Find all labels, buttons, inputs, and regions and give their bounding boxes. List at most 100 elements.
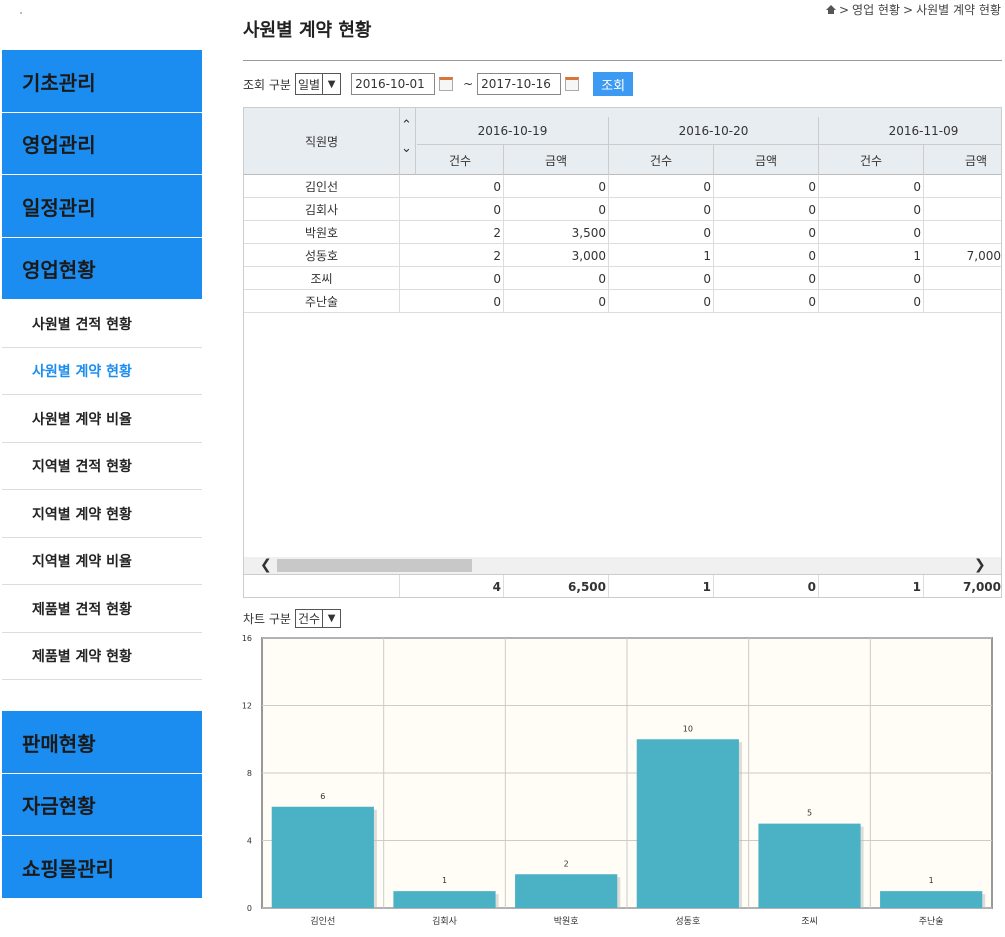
value-cell: 0 <box>714 290 819 313</box>
table-row[interactable]: 조씨 0 0 0 0 0 <box>244 267 1001 290</box>
y-tick-label: 8 <box>247 769 252 778</box>
chevron-up-icon[interactable]: ⌃ <box>401 118 412 133</box>
search-filter: 조회 구분 일별 ▼ 2016-10-01 ~ 2017-10-16 조회 <box>243 72 634 96</box>
chevron-right-icon[interactable]: ❯ <box>974 557 986 573</box>
table-row[interactable]: 박원호 2 3,500 0 0 0 <box>244 221 1001 244</box>
breadcrumb-sep-icon: > <box>903 2 914 17</box>
scrollbar-thumb[interactable] <box>277 559 472 572</box>
value-cell: 3,000 <box>504 244 609 267</box>
header-count[interactable]: 건수 <box>417 145 504 175</box>
header-amount[interactable]: 금액 <box>504 145 609 175</box>
value-cell <box>924 290 1001 313</box>
header-amount[interactable]: 금액 <box>924 145 1001 175</box>
calendar-icon[interactable] <box>565 77 580 91</box>
header-employee-name[interactable]: 직원명 <box>244 108 400 175</box>
table-row[interactable]: 김인선 0 0 0 0 0 <box>244 175 1001 198</box>
search-button[interactable]: 조회 <box>593 72 634 96</box>
sub-product-estimate[interactable]: 제품별 견적 현황 <box>2 586 202 633</box>
employee-name-cell: 박원호 <box>244 221 400 244</box>
value-cell: 0 <box>504 175 609 198</box>
breadcrumb-item: 사원별 계약 현황 <box>916 3 1001 17</box>
value-cell: 2 <box>400 221 504 244</box>
total-cell: 6,500 <box>504 575 609 597</box>
home-icon[interactable] <box>825 4 836 15</box>
chevron-left-icon[interactable]: ❮ <box>260 557 272 573</box>
value-cell: 3,500 <box>504 221 609 244</box>
chart-type-select-value: 건수 <box>297 611 321 626</box>
header-count[interactable]: 건수 <box>819 145 924 175</box>
data-label: 10 <box>683 724 693 733</box>
chevron-down-icon: ▼ <box>322 74 340 94</box>
page-title: 사원별 계약 현황 <box>243 20 372 41</box>
x-tick-label: 주난술 <box>919 916 944 927</box>
value-cell: 0 <box>609 267 714 290</box>
chart-filter: 차트 구분 건수 ▼ <box>243 608 342 628</box>
total-cell: 1 <box>609 575 714 597</box>
total-cell: 0 <box>714 575 819 597</box>
value-cell: 0 <box>609 198 714 221</box>
sub-region-contract[interactable]: 지역별 계약 현황 <box>2 491 202 538</box>
employee-name-cell: 성동호 <box>244 244 400 267</box>
value-cell: 1 <box>819 244 924 267</box>
menu-basic-management[interactable]: 기초관리 <box>2 50 202 113</box>
total-cell: 4 <box>400 575 504 597</box>
value-cell: 0 <box>504 267 609 290</box>
value-cell: 0 <box>609 175 714 198</box>
chevron-down-icon[interactable]: ⌄ <box>401 141 412 156</box>
sort-controls: ⌃ ⌄ <box>400 108 416 175</box>
total-cell: 1 <box>819 575 924 597</box>
value-cell: 0 <box>400 175 504 198</box>
filter-label: 조회 구분 <box>243 77 291 92</box>
value-cell <box>924 198 1001 221</box>
table-row[interactable]: 성동호 2 3,000 1 0 1 7,000 <box>244 244 1001 267</box>
menu-funds-status[interactable]: 자금현황 <box>2 774 202 836</box>
value-cell: 0 <box>714 221 819 244</box>
menu-sales-status[interactable]: 영업현황 <box>2 238 202 300</box>
header-amount[interactable]: 금액 <box>714 145 819 175</box>
calendar-icon[interactable] <box>439 77 454 91</box>
start-date-input[interactable]: 2016-10-01 <box>351 73 436 95</box>
x-tick-label: 박원호 <box>554 916 579 927</box>
title-divider <box>243 60 1002 61</box>
grid-header: 직원명 ⌃ ⌄ 2016-10-19 2016-10-20 2016-11-09… <box>244 108 1001 175</box>
table-row[interactable]: 주난술 0 0 0 0 0 <box>244 290 1001 313</box>
breadcrumb: > 영업 현황 > 사원별 계약 현황 <box>825 1 1001 18</box>
data-label: 2 <box>564 859 569 868</box>
menu-sales-management[interactable]: 영업관리 <box>2 113 202 175</box>
bar <box>636 739 739 908</box>
value-cell: 0 <box>714 244 819 267</box>
x-tick-label: 김인선 <box>310 915 335 927</box>
data-label: 6 <box>320 792 325 801</box>
value-cell: 0 <box>714 175 819 198</box>
sub-region-contract-ratio[interactable]: 지역별 계약 비율 <box>2 538 202 585</box>
menu-shopping-mall[interactable]: 쇼핑몰관리 <box>2 836 202 899</box>
value-cell: 0 <box>504 290 609 313</box>
value-cell: 0 <box>819 290 924 313</box>
table-row[interactable]: 김회사 0 0 0 0 0 <box>244 198 1001 221</box>
sub-employee-contract[interactable]: 사원별 계약 현황 <box>2 348 202 395</box>
breadcrumb-sep-icon: > <box>838 2 850 17</box>
chart-filter-label: 차트 구분 <box>243 611 291 626</box>
period-select[interactable]: 일별 ▼ <box>294 73 342 95</box>
grid-totals-row: 4 6,500 1 0 1 7,000 <box>244 574 1001 597</box>
value-cell: 0 <box>609 221 714 244</box>
value-cell <box>924 267 1001 290</box>
sub-region-estimate[interactable]: 지역별 견적 현황 <box>2 443 202 490</box>
value-cell: 2 <box>400 244 504 267</box>
sub-employee-estimate[interactable]: 사원별 견적 현황 <box>2 301 202 348</box>
sub-product-contract[interactable]: 제품별 계약 현황 <box>2 633 202 680</box>
breadcrumb-item[interactable]: 영업 현황 <box>852 3 901 17</box>
end-date-input[interactable]: 2017-10-16 <box>477 73 562 95</box>
employee-name-cell: 주난술 <box>244 290 400 313</box>
bar <box>271 806 374 908</box>
bar <box>758 823 861 908</box>
horizontal-scrollbar[interactable]: ❮ ❯ <box>244 557 1001 574</box>
x-tick-label: 김회사 <box>432 915 458 927</box>
menu-sales-report[interactable]: 판매현황 <box>2 711 202 774</box>
menu-schedule-management[interactable]: 일정관리 <box>2 175 202 238</box>
chart-type-select[interactable]: 건수 ▼ <box>294 608 342 628</box>
sub-employee-contract-ratio[interactable]: 사원별 계약 비율 <box>2 396 202 443</box>
bar <box>880 891 983 908</box>
header-count[interactable]: 건수 <box>609 145 714 175</box>
header-date: 2016-10-19 <box>417 117 609 145</box>
